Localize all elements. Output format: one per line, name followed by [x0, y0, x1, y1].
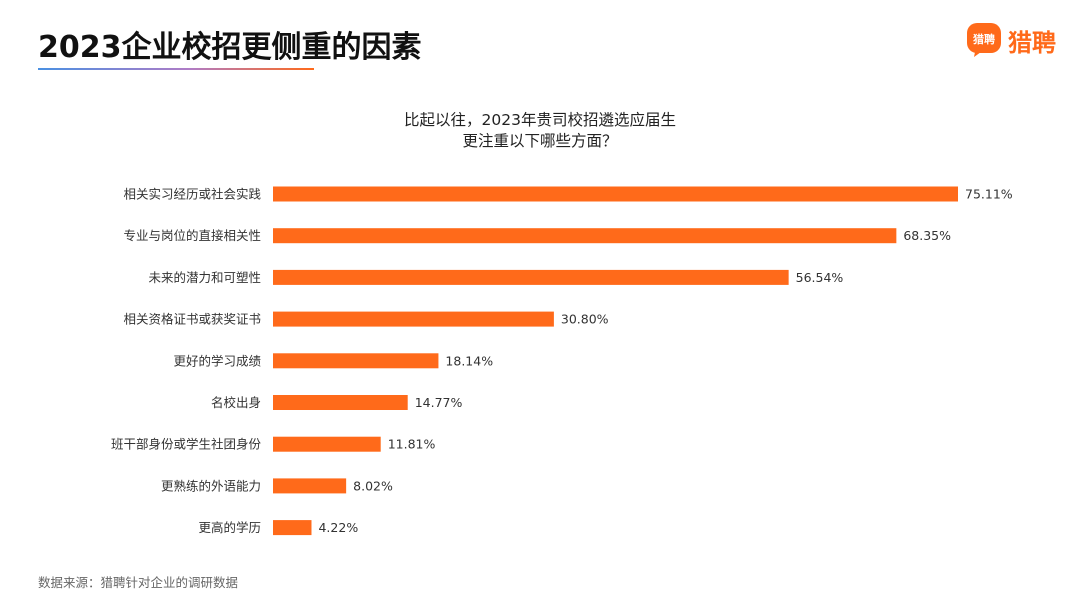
value-label: 56.54% — [796, 270, 844, 285]
brand-name: 猎聘 — [1008, 28, 1056, 57]
category-label: 班干部身份或学生社团身份 — [111, 437, 262, 452]
bar — [273, 436, 381, 452]
bar — [273, 478, 347, 494]
page-title: 2023企业校招更侧重的因素 — [38, 30, 422, 65]
bar — [273, 395, 408, 410]
chart-title-line-1: 比起以往，2023年贵司校招遴选应届生 — [404, 111, 676, 129]
category-label: 更好的学习成绩 — [173, 353, 261, 368]
category-label: 更高的学历 — [198, 520, 261, 535]
value-label: 30.80% — [561, 312, 609, 327]
bar — [273, 520, 312, 536]
data-source-note: 数据来源：猎聘针对企业的调研数据 — [38, 575, 239, 590]
bar — [273, 186, 958, 202]
bar — [273, 353, 439, 369]
value-label: 11.81% — [388, 437, 436, 452]
title-underline — [38, 68, 314, 70]
category-label: 更熟练的外语能力 — [161, 478, 261, 493]
value-label: 8.02% — [353, 478, 393, 493]
value-label: 4.22% — [318, 520, 358, 535]
category-label: 相关资格证书或获奖证书 — [123, 312, 261, 327]
category-label: 名校出身 — [211, 395, 261, 410]
bar — [273, 269, 789, 285]
value-label: 75.11% — [965, 187, 1013, 202]
category-label: 相关实习经历或社会实践 — [123, 187, 261, 202]
value-label: 14.77% — [415, 395, 463, 410]
bar — [273, 311, 554, 327]
category-label: 未来的潜力和可塑性 — [148, 270, 261, 285]
value-label: 18.14% — [445, 353, 493, 368]
brand-icon-text: 猎聘 — [973, 32, 995, 46]
bar — [273, 228, 897, 244]
liepin-logo-icon: 猎聘 — [966, 22, 1002, 58]
chart-title: 比起以往，2023年贵司校招遴选应届生 更注重以下哪些方面？ — [300, 110, 780, 152]
brand-logo: 猎聘 猎聘 — [966, 20, 1056, 60]
category-label: 专业与岗位的直接相关性 — [123, 228, 261, 243]
value-label: 68.35% — [903, 228, 951, 243]
chart-title-line-2: 更注重以下哪些方面？ — [462, 132, 618, 150]
